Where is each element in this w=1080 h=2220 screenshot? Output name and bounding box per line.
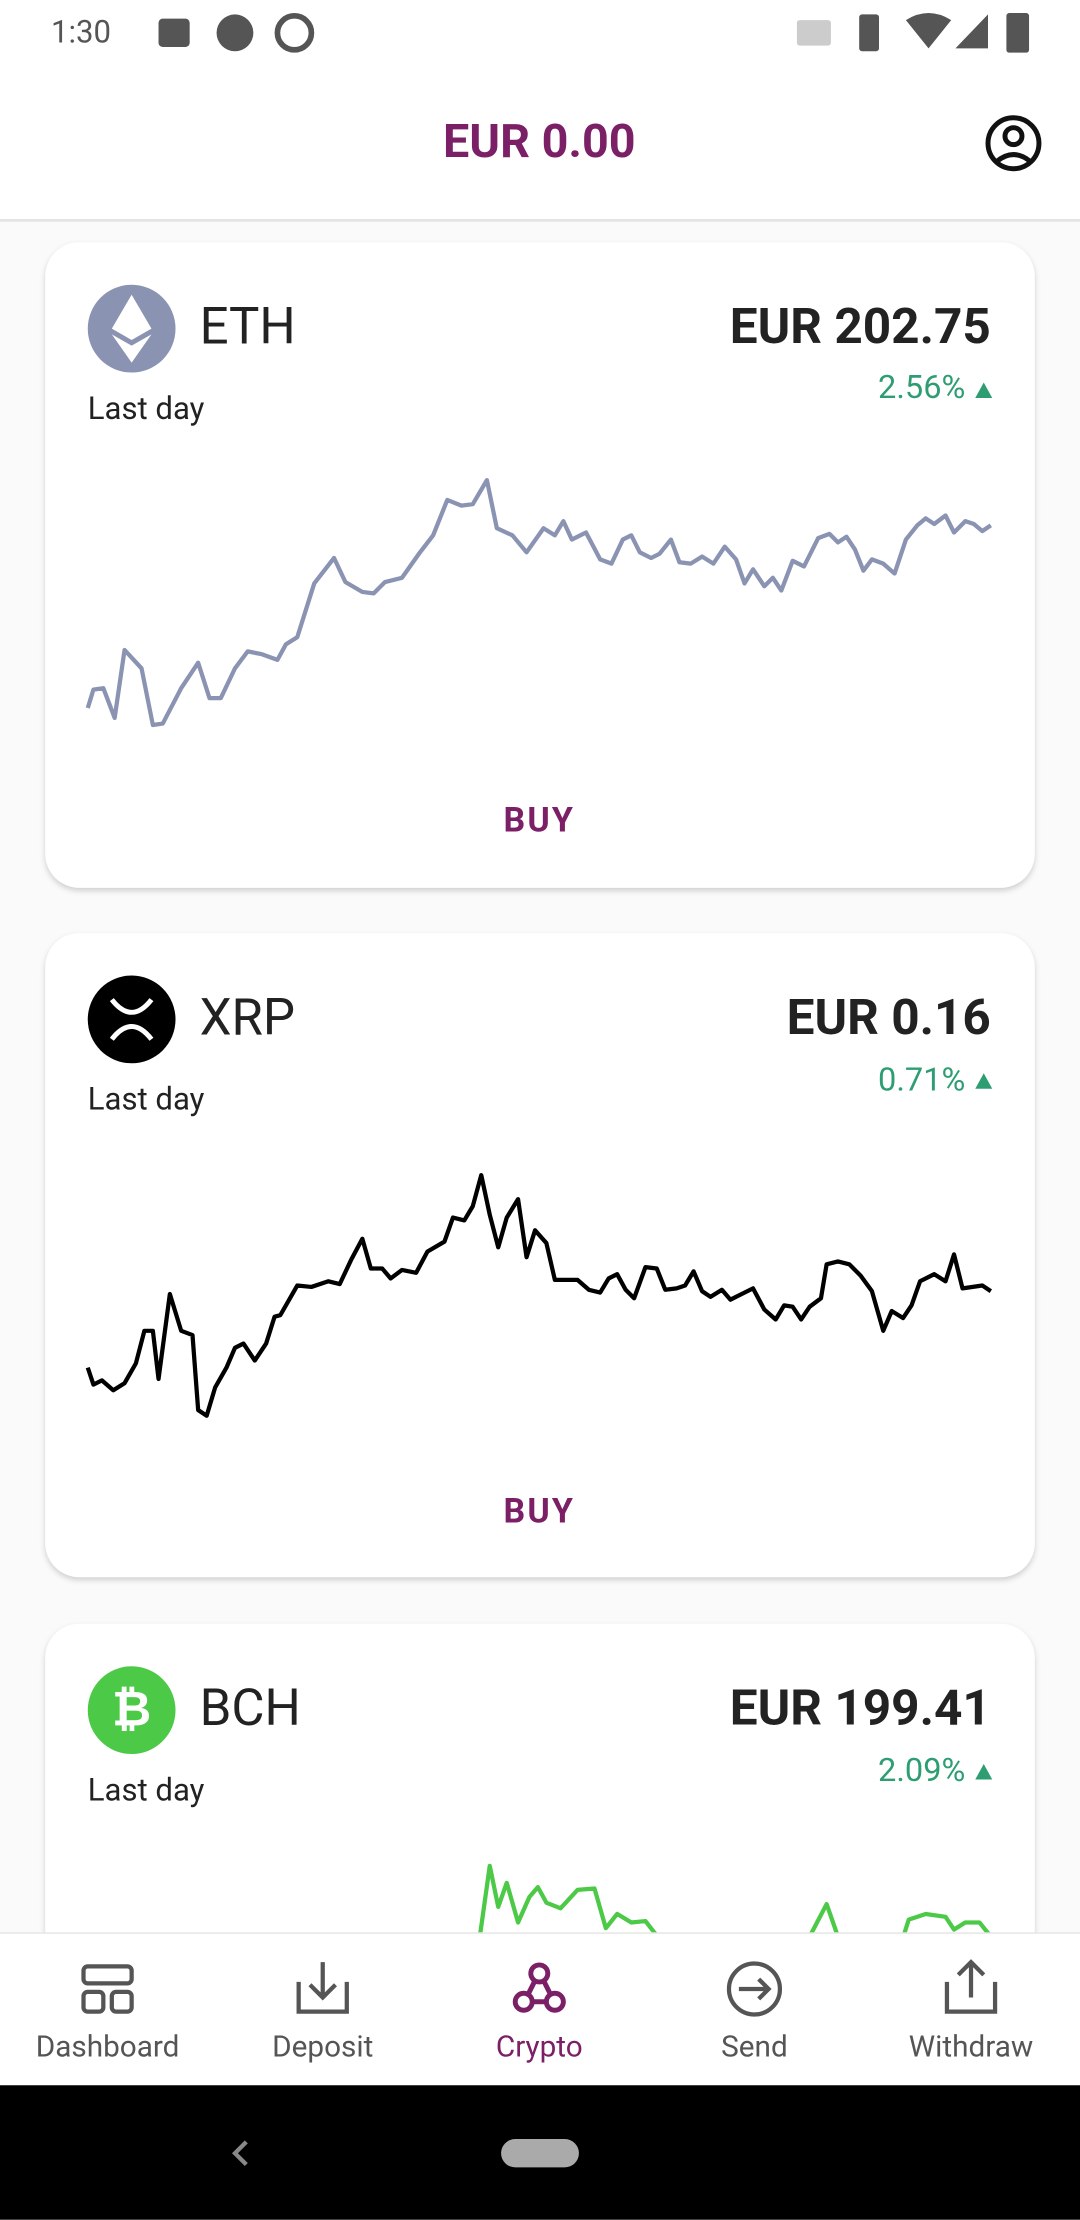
sparkline [85,1172,993,1418]
card-bg [45,242,1035,888]
bottom-nav [0,1932,1080,2086]
status-icons [158,13,1030,53]
card-bg [45,933,1035,1578]
xrp-glyph [109,997,154,1041]
change: 0.71% [878,1060,965,1098]
bch-icon [87,1666,176,1755]
profile-button[interactable] [985,115,1042,172]
buy-button[interactable]: BUY [504,1491,575,1531]
period: Last day [88,1771,205,1808]
nav-label: Send [721,2029,788,2064]
up-arrow [975,1073,993,1089]
nav-label: Dashboard [36,2029,180,2064]
symbol: ETH [200,298,296,357]
nav-item[interactable]: Dashboard [36,1964,180,2064]
nav-item[interactable]: Send [721,1961,788,2065]
period: Last day [88,1081,205,1118]
back-button[interactable] [231,2140,248,2167]
symbol: XRP [200,988,295,1047]
home-button[interactable] [501,2139,579,2168]
nav-item[interactable]: Withdraw [909,1959,1033,2064]
withdraw-icon [944,1959,998,2014]
period: Last day [88,390,205,427]
nav-label: Withdraw [909,2029,1033,2064]
sparkline [476,1863,993,1949]
price: EUR 202.75 [730,298,991,356]
crypto-icon [512,1962,566,2013]
sparkline [85,477,993,728]
app-bar [0,85,1080,220]
nav-label: Deposit [272,2029,373,2064]
price: EUR 199.41 [730,1680,991,1738]
nav-item[interactable]: Deposit [272,1962,373,2064]
eth-glyph [111,294,152,363]
deposit-icon [296,1962,349,2014]
balance: EUR 0.00 [443,115,636,169]
change: 2.56% [878,368,965,406]
card[interactable]: ETH EUR 202.75 2.56% Last day BUY [45,242,1035,888]
xrp-icon [87,975,176,1064]
up-arrow [975,382,993,399]
change: 2.09% [878,1751,965,1789]
dashboard-icon [81,1964,134,2014]
card[interactable]: XRP EUR 0.16 0.71% Last day BUY [45,933,1035,1578]
nav-label: Crypto [496,2029,583,2064]
bch-glyph: ₿ [112,1681,151,1738]
send-icon [726,1961,783,2017]
time: 1:30 [51,13,111,50]
price: EUR 0.16 [787,989,991,1047]
nav-item[interactable]: Crypto [496,1962,583,2064]
up-arrow [975,1763,993,1780]
symbol: BCH [200,1679,301,1738]
buy-button[interactable]: BUY [504,801,575,841]
